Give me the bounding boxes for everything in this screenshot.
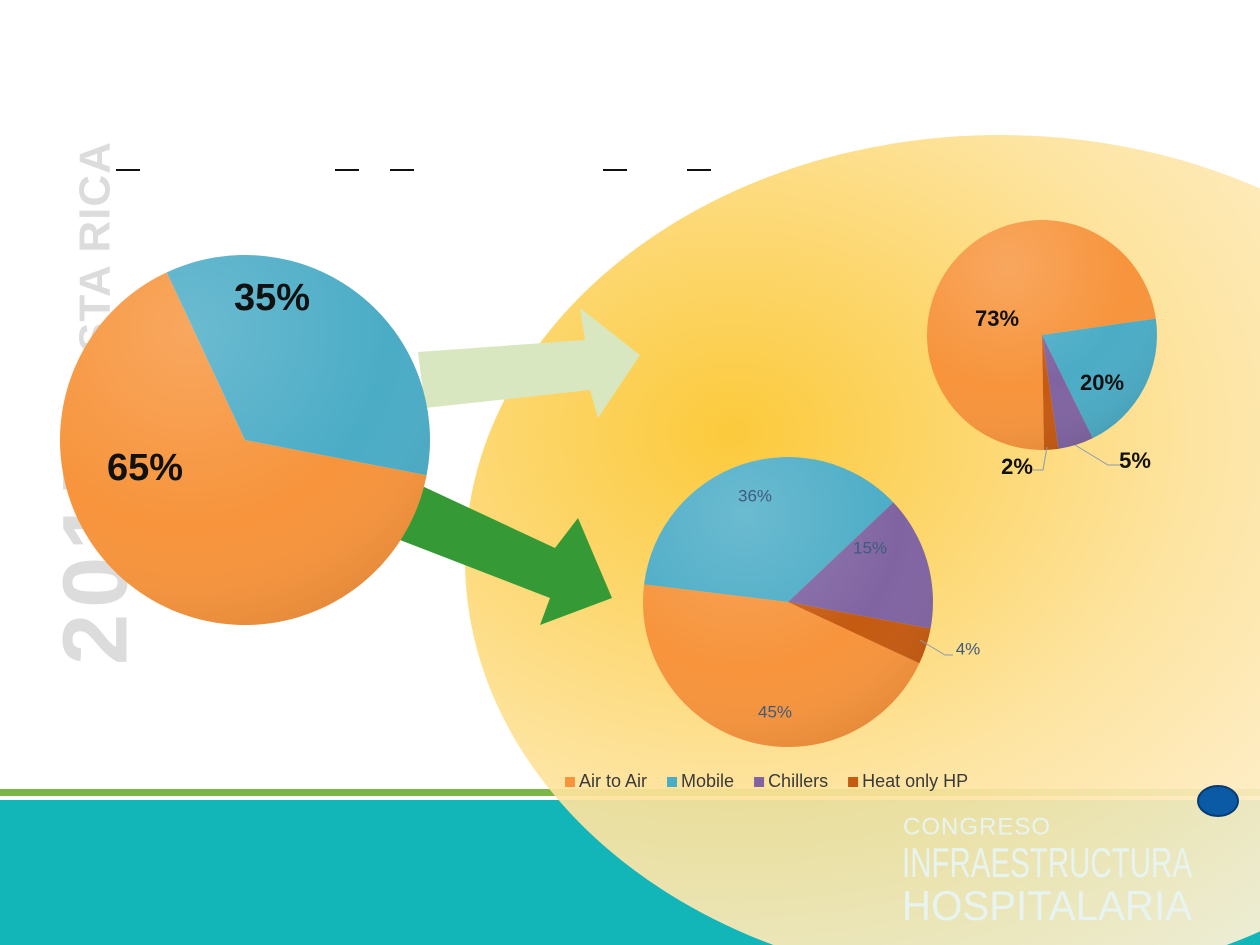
legend-label: Air to Air bbox=[579, 771, 647, 791]
legend-label: Mobile bbox=[681, 771, 734, 791]
event-line3: HOSPITALARIA bbox=[902, 882, 1192, 929]
arrow-dark bbox=[400, 485, 612, 625]
leader-line bbox=[1033, 446, 1048, 471]
data-label: 73% bbox=[975, 306, 1019, 331]
event-line1: CONGRESO bbox=[903, 813, 1051, 840]
pie-shade bbox=[60, 255, 430, 625]
legend-label: Chillers bbox=[768, 771, 828, 791]
leader-line bbox=[1074, 444, 1120, 466]
data-label: 35% bbox=[234, 277, 310, 319]
data-label: 45% bbox=[758, 702, 792, 721]
legend-swatch bbox=[848, 777, 859, 787]
legend-swatch bbox=[667, 777, 678, 787]
legend-swatch bbox=[754, 777, 765, 787]
data-label: 2% bbox=[1001, 454, 1033, 479]
data-label: 36% bbox=[738, 486, 772, 505]
data-label: 65% bbox=[107, 447, 183, 489]
pie-shade bbox=[927, 220, 1157, 450]
leader-line bbox=[919, 639, 953, 656]
event-line2: INFRAESTRUCTURA bbox=[902, 839, 1192, 886]
charts: 65% 35% 73% 20% 5% 2% 45% 36% 15% 4% Air to Air Mob… bbox=[60, 220, 1157, 791]
pie-shade bbox=[643, 457, 933, 747]
data-label: 15% bbox=[853, 538, 887, 557]
legend-swatch bbox=[565, 777, 575, 787]
data-label: 4% bbox=[956, 639, 981, 658]
slide-marker bbox=[1197, 785, 1239, 817]
data-label: 5% bbox=[1119, 448, 1151, 473]
data-label: 20% bbox=[1080, 370, 1124, 395]
legend-label: Heat only HP bbox=[862, 771, 968, 791]
arrow-light bbox=[418, 308, 640, 418]
